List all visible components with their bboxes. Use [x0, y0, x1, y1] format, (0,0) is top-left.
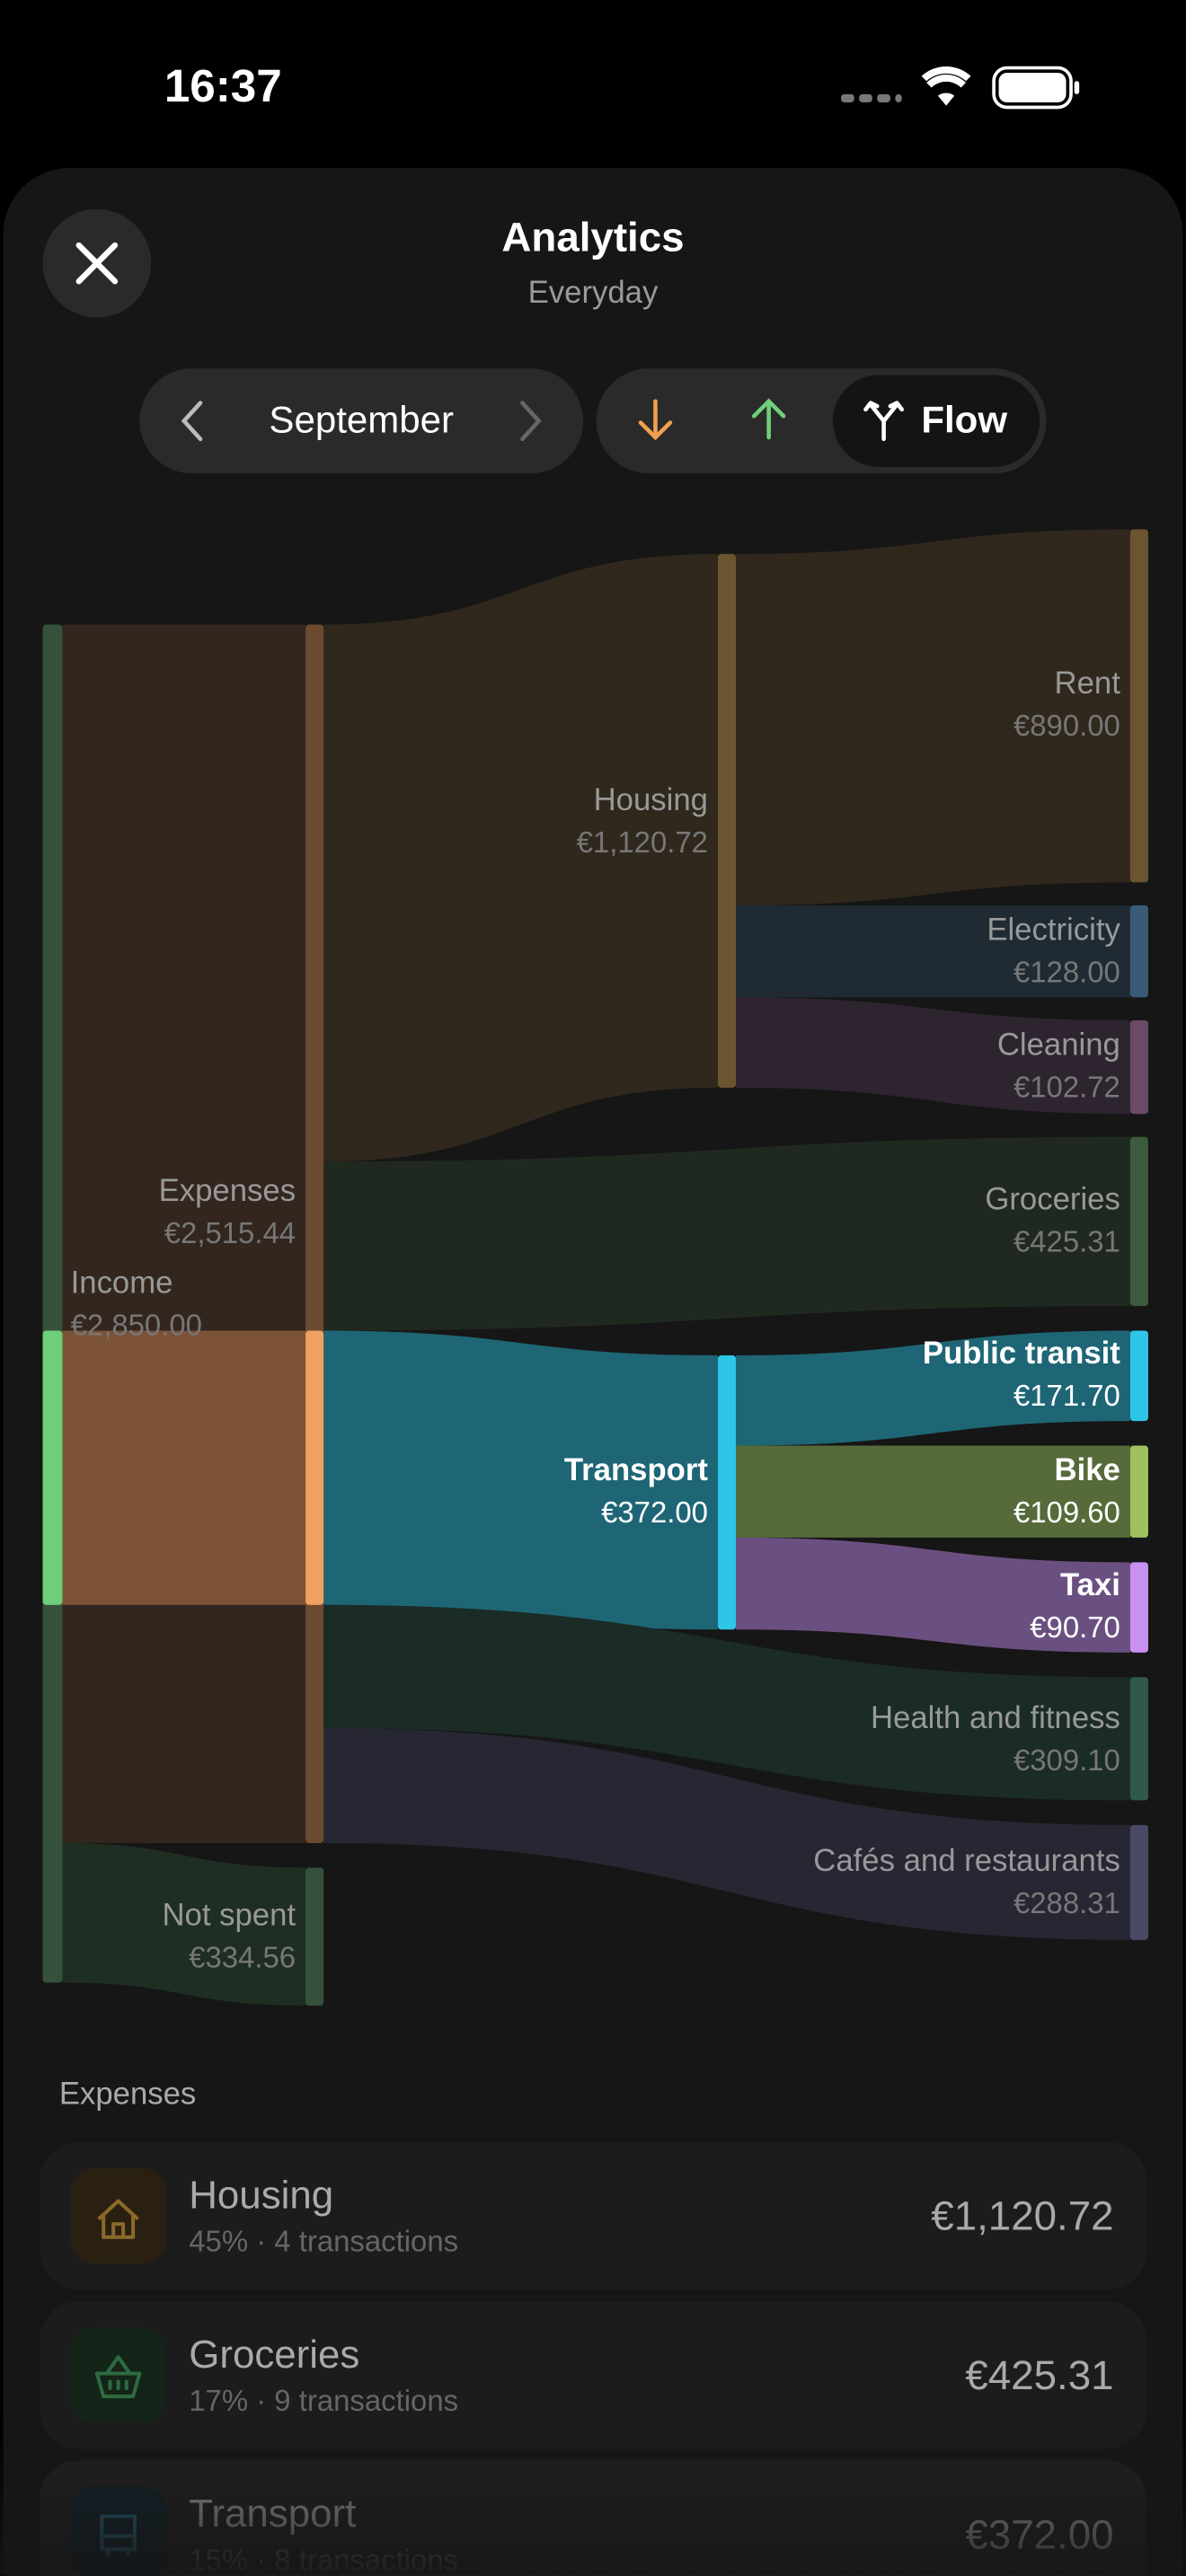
row-icon	[70, 2167, 166, 2263]
flow-ribbon	[62, 1842, 306, 2006]
status-icons	[841, 66, 1080, 110]
node-amount: €372.00	[601, 1495, 708, 1529]
row-card	[39, 2301, 1147, 2449]
sankey-node	[305, 624, 324, 1843]
flow-ribbon	[323, 1330, 718, 1630]
sankey-node	[1129, 1677, 1148, 1801]
month-label: September	[269, 399, 454, 441]
income-view[interactable]	[751, 398, 786, 440]
sankey-node	[42, 624, 63, 1983]
node-label: Groceries	[985, 1182, 1120, 1216]
flow-ribbon	[736, 997, 1130, 1115]
expense-row[interactable]: Groceries 17% · 9 transactions €425.31	[39, 2301, 1147, 2449]
row-icon-glyph	[94, 2355, 142, 2399]
sankey-node	[1129, 1445, 1148, 1538]
flow-ribbon-highlight	[62, 1330, 306, 1605]
fade-overlay	[0, 2414, 1186, 2576]
subtitle: Everyday	[528, 276, 659, 310]
row-detail: 17% · 9 transactions	[189, 2384, 458, 2417]
sankey-node	[1129, 1019, 1148, 1115]
sankey-node	[1129, 1136, 1148, 1307]
row-detail: 45% · 4 transactions	[189, 2225, 458, 2258]
node-label: Health and fitness	[871, 1701, 1120, 1735]
sankey-node	[1129, 529, 1148, 883]
section-title: Expenses	[59, 2078, 196, 2112]
status-time: 16:37	[164, 60, 282, 111]
node-amount: €1,120.72	[577, 825, 708, 859]
row-card	[39, 2141, 1147, 2290]
flow-ribbon	[736, 1445, 1130, 1538]
node-label: Electricity	[987, 913, 1120, 947]
expenses-view[interactable]	[638, 399, 673, 441]
node-amount: €171.70	[1013, 1379, 1120, 1412]
node-label: Public transit	[923, 1337, 1120, 1371]
node-label: Taxi	[1060, 1568, 1120, 1602]
node-label: Expenses	[159, 1174, 296, 1208]
sankey-diagram: Income €2,850.00 Expenses €2,515.44 Not spen…	[42, 529, 1148, 2006]
flow-ribbon	[62, 624, 306, 1843]
node-label: Cafés and restaurants	[813, 1844, 1120, 1878]
row-icon-glyph	[97, 2199, 139, 2239]
node-label: Housing	[594, 783, 708, 817]
flow-view[interactable]: Flow	[832, 375, 1040, 467]
node-amount: €109.60	[1013, 1495, 1120, 1529]
sankey-node-highlight	[305, 1330, 324, 1605]
node-amount: €128.00	[1013, 955, 1120, 988]
sankey-node	[717, 553, 737, 1088]
node-amount: €2,515.44	[164, 1216, 296, 1249]
flow-ribbon	[323, 553, 718, 1162]
row-name: Groceries	[189, 2333, 359, 2377]
row-amount: €1,120.72	[931, 2193, 1113, 2239]
row-name: Housing	[189, 2173, 333, 2217]
node-amount: €309.10	[1013, 1743, 1120, 1777]
node-label: Cleaning	[997, 1028, 1120, 1062]
sankey-node	[1129, 905, 1148, 998]
node-label: Income	[71, 1266, 173, 1301]
node-label: Bike	[1055, 1453, 1120, 1487]
flow-ribbon	[323, 1604, 1130, 1801]
close-button[interactable]	[42, 208, 152, 318]
flow-label: Flow	[921, 399, 1007, 441]
sankey-node	[1129, 1330, 1148, 1422]
node-amount: €334.56	[189, 1940, 296, 1973]
flow-ribbon	[736, 1330, 1130, 1446]
prev-month[interactable]	[181, 401, 203, 442]
sankey-node	[717, 1354, 737, 1630]
title: Analytics	[501, 215, 684, 260]
row-amount: €425.31	[965, 2352, 1113, 2398]
node-amount: €425.31	[1013, 1224, 1120, 1257]
flow-ribbon	[323, 1136, 1130, 1331]
next-month[interactable]	[520, 401, 542, 442]
node-amount: €288.31	[1013, 1886, 1120, 1919]
flow-ribbon	[323, 1727, 1130, 1940]
node-label: Rent	[1055, 666, 1121, 701]
flow-ribbon	[736, 1537, 1130, 1653]
sankey-node	[1129, 1824, 1148, 1940]
node-amount: €890.00	[1013, 709, 1120, 742]
node-label: Not spent	[162, 1898, 296, 1932]
expense-row[interactable]: Housing 45% · 4 transactions €1,120.72	[39, 2141, 1147, 2290]
sankey-node	[305, 1867, 324, 2006]
node-amount: €90.70	[1030, 1610, 1120, 1644]
flow-ribbon	[736, 529, 1130, 906]
flow-ribbon	[736, 905, 1130, 998]
node-label: Transport	[564, 1453, 709, 1487]
month-picker	[139, 368, 584, 474]
node-amount: €2,850.00	[71, 1309, 202, 1342]
sankey-node-highlight	[42, 1330, 63, 1605]
node-amount: €102.72	[1013, 1070, 1120, 1103]
sankey-node	[1129, 1562, 1148, 1653]
